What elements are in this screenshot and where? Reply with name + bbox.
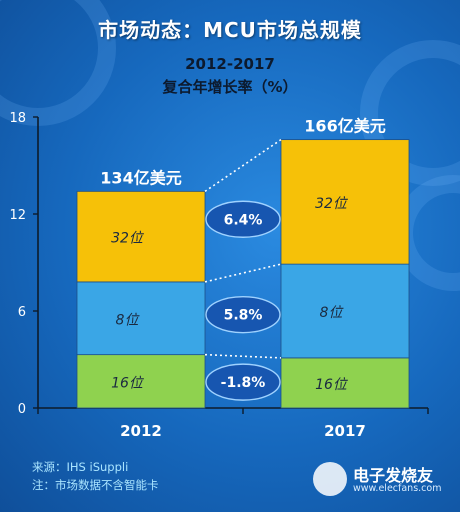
x-tick-label: 2012: [120, 422, 162, 440]
bar-segment: [280, 139, 410, 265]
growth-badge: [205, 200, 281, 238]
bar-segment: [76, 281, 206, 356]
x-tick-label: 2017: [324, 422, 366, 440]
growth-badge: [205, 363, 281, 401]
segment-label: 32位: [315, 196, 349, 212]
growth-badge: [205, 295, 281, 334]
source-note: 来源：IHS iSuppli: [32, 460, 129, 474]
growth-label: 6.4%: [224, 212, 263, 228]
bar-segment: [76, 354, 206, 409]
y-tick-label: 18: [9, 111, 26, 126]
connector-line: [204, 263, 282, 283]
y-tick-label: 12: [9, 208, 26, 223]
watermark: 电子发烧友 www.elecfans.com: [313, 462, 453, 502]
growth-label: 5.8%: [224, 308, 263, 324]
segment-label: 8位: [116, 312, 141, 328]
y-tick-label: 6: [18, 305, 26, 320]
segment-label: 16位: [315, 377, 349, 393]
watermark-url: www.elecfans.com: [353, 483, 442, 494]
bar-total-label: 166亿美元: [304, 117, 385, 136]
footnote: 注：市场数据不含智能卡: [32, 478, 159, 492]
segment-label: 8位: [320, 305, 345, 321]
connector-line: [204, 353, 282, 359]
chart-title: 市场动态：MCU市场总规模: [98, 18, 362, 42]
segment-label: 16位: [111, 375, 145, 391]
chart-subtitle: 2012-2017: [185, 55, 275, 73]
segment-label: 32位: [111, 231, 145, 247]
bar-segment: [76, 190, 206, 283]
bar-segment: [280, 263, 410, 359]
connector-line: [204, 138, 282, 193]
y-tick-label: 0: [18, 402, 26, 417]
bar-segment: [280, 357, 410, 409]
bar-total-label: 134亿美元: [100, 168, 181, 187]
chart-subtitle-cagr: 复合年增长率（%）: [162, 78, 298, 96]
watermark-logo-icon: [313, 462, 347, 496]
watermark-name: 电子发烧友: [353, 466, 434, 485]
growth-label: -1.8%: [221, 375, 266, 391]
